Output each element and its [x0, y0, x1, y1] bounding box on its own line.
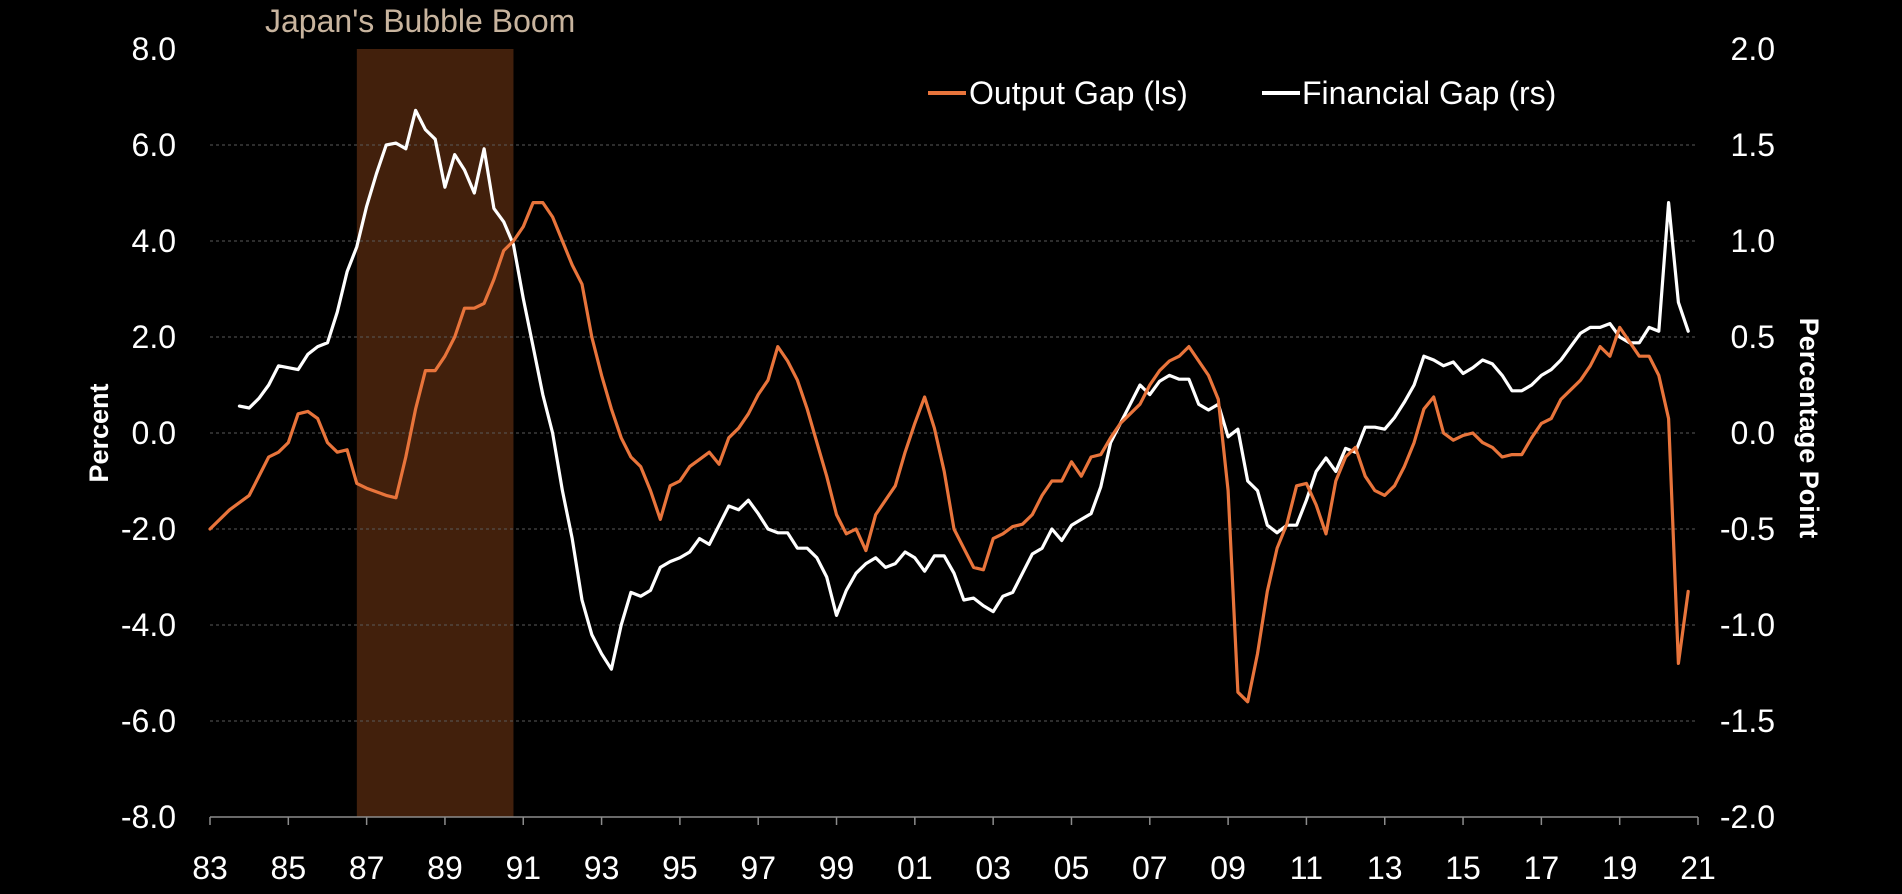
left-tick-label: 2.0 — [132, 319, 176, 355]
right-axis-title: Percentage Point — [1794, 318, 1824, 539]
left-tick-label: 6.0 — [132, 127, 176, 163]
right-tick-label: 0.5 — [1731, 319, 1775, 355]
x-tick-label: 91 — [505, 850, 541, 886]
x-tick-label: 21 — [1680, 850, 1716, 886]
right-tick-label: -0.5 — [1720, 511, 1775, 547]
right-tick-label: 1.5 — [1731, 127, 1775, 163]
left-axis-title: Percent — [84, 383, 114, 482]
x-tick-label: 99 — [819, 850, 855, 886]
left-tick-label: -8.0 — [121, 799, 176, 835]
x-tick-label: 83 — [192, 850, 228, 886]
right-axis-ticks: 2.0 1.5 1.0 0.5 0.0 -0.5 -1.0 -1.5 -2.0 — [1720, 31, 1775, 835]
legend-label-financial-gap: Financial Gap (rs) — [1302, 75, 1556, 111]
x-tick-label: 03 — [975, 850, 1011, 886]
x-tick-label: 97 — [740, 850, 776, 886]
x-tick-label: 05 — [1054, 850, 1090, 886]
right-tick-label: -1.5 — [1720, 703, 1775, 739]
right-tick-label: 1.0 — [1731, 223, 1775, 259]
right-tick-label: -1.0 — [1720, 607, 1775, 643]
x-tick-label: 11 — [1290, 850, 1323, 886]
x-tick-label: 17 — [1524, 850, 1560, 886]
x-tick-label: 01 — [897, 850, 933, 886]
legend-label-output-gap: Output Gap (ls) — [969, 75, 1188, 111]
x-tick-label: 15 — [1445, 850, 1481, 886]
series-lines — [208, 108, 1690, 704]
financial-gap-line — [237, 108, 1690, 671]
bubble-boom-annotation: Japan's Bubble Boom — [265, 3, 575, 39]
x-tick-label: 13 — [1367, 850, 1403, 886]
legend: Output Gap (ls) Financial Gap (rs) — [928, 75, 1556, 111]
x-tick-label: 93 — [584, 850, 620, 886]
x-tick-label: 09 — [1210, 850, 1246, 886]
x-tick-label: 07 — [1132, 850, 1168, 886]
x-axis-ticks: 83 85 87 89 91 93 95 97 99 01 03 05 07 09 11 13 15 17 19 21 — [192, 817, 1716, 886]
x-tick-label: 19 — [1602, 850, 1638, 886]
left-tick-label: 8.0 — [132, 31, 176, 67]
x-tick-label: 95 — [662, 850, 698, 886]
left-tick-label: -4.0 — [121, 607, 176, 643]
left-tick-label: -6.0 — [121, 703, 176, 739]
x-tick-label: 87 — [349, 850, 385, 886]
left-tick-label: -2.0 — [121, 511, 176, 547]
left-tick-label: 4.0 — [132, 223, 176, 259]
right-tick-label: 0.0 — [1731, 415, 1775, 451]
output-gap-line — [208, 201, 1690, 704]
left-tick-label: 0.0 — [132, 415, 176, 451]
x-tick-label: 85 — [271, 850, 307, 886]
right-tick-label: -2.0 — [1720, 799, 1775, 835]
right-tick-label: 2.0 — [1731, 31, 1775, 67]
left-axis-ticks: 8.0 6.0 4.0 2.0 0.0 -2.0 -4.0 -6.0 -8.0 — [121, 31, 176, 835]
x-tick-label: 89 — [427, 850, 463, 886]
